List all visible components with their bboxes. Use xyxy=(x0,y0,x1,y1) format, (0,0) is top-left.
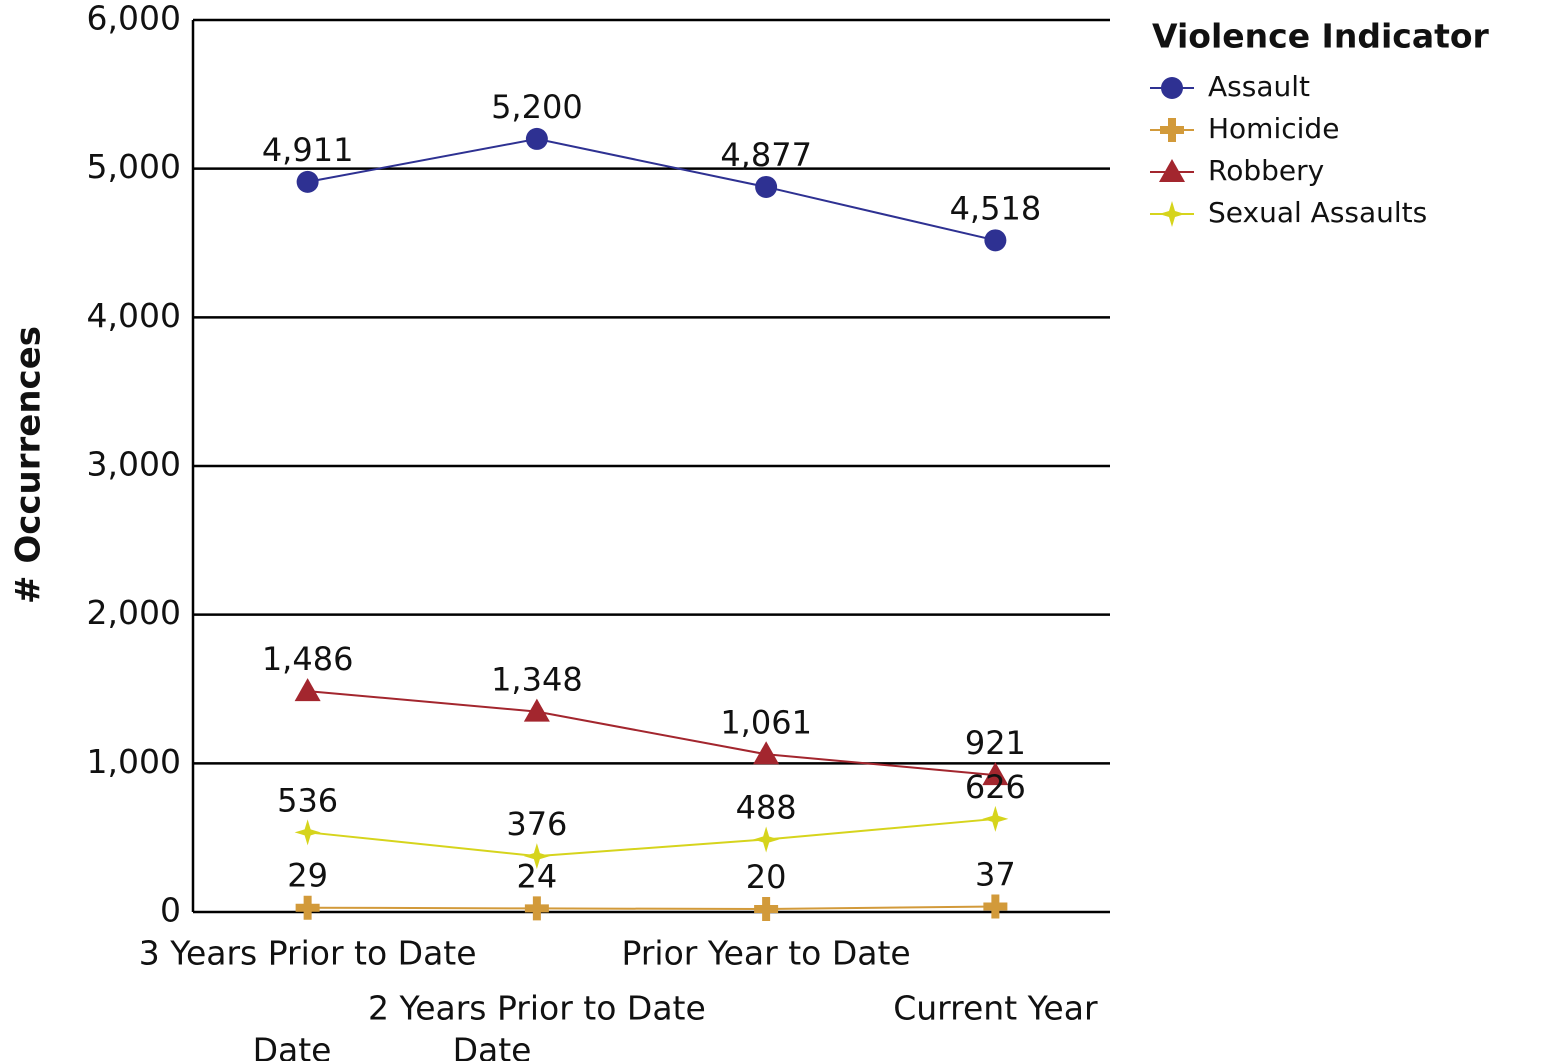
data-label: 921 xyxy=(965,724,1026,762)
marker xyxy=(982,805,1009,832)
marker xyxy=(296,170,319,193)
data-label: 37 xyxy=(975,855,1016,893)
legend-label: Homicide xyxy=(1208,112,1339,145)
x-tick-label: Current Year xyxy=(893,989,1098,1028)
marker xyxy=(525,127,548,150)
marker xyxy=(755,175,778,198)
y-tick-label: 2,000 xyxy=(87,593,181,632)
marker xyxy=(982,762,1009,786)
data-label: 488 xyxy=(736,788,797,826)
line xyxy=(307,690,996,777)
y-tick-label: 4,000 xyxy=(87,296,181,335)
marker xyxy=(294,678,321,702)
data-label: 626 xyxy=(965,768,1026,806)
legend-label: Assault xyxy=(1208,70,1310,103)
marker xyxy=(983,894,1008,919)
marker xyxy=(984,229,1007,252)
data-label: 1,348 xyxy=(491,661,583,699)
data-label: 29 xyxy=(287,857,328,895)
line xyxy=(307,817,996,858)
marker xyxy=(524,896,549,921)
data-label: 1,061 xyxy=(720,703,812,741)
y-tick-label: 6,000 xyxy=(87,0,181,38)
marker xyxy=(523,843,550,870)
marker xyxy=(523,698,550,722)
x-tick-label: 3 Years Prior to Date xyxy=(139,934,477,973)
data-label: 4,518 xyxy=(950,189,1042,227)
marker xyxy=(754,897,779,922)
line xyxy=(307,137,996,242)
data-label: 5,200 xyxy=(491,88,583,126)
x-tick-label: 2 Years Prior to Date xyxy=(368,989,706,1028)
x-tick-label: Prior Year to Date xyxy=(622,934,911,973)
data-label: 376 xyxy=(506,805,567,843)
y-tick-label: 3,000 xyxy=(87,445,181,484)
data-label: 20 xyxy=(746,858,787,896)
x-tick-label-overflow: Date xyxy=(253,1031,332,1061)
legend-title: Violence Indicator xyxy=(1152,17,1490,56)
marker xyxy=(753,826,780,853)
x-tick-label-overflow: Date xyxy=(453,1031,532,1061)
y-axis-label: # Occurrences xyxy=(9,326,49,604)
marker xyxy=(1159,159,1185,182)
data-label: 4,877 xyxy=(720,136,812,174)
y-tick-label: 5,000 xyxy=(87,147,181,186)
legend-label: Sexual Assaults xyxy=(1208,196,1427,229)
data-label: 4,911 xyxy=(262,131,354,169)
legend-label: Robbery xyxy=(1208,154,1324,187)
data-label: 536 xyxy=(277,781,338,819)
marker xyxy=(295,895,320,920)
marker xyxy=(753,741,780,765)
line xyxy=(307,905,996,911)
data-label: 1,486 xyxy=(262,640,354,678)
marker xyxy=(294,819,321,846)
y-tick-label: 1,000 xyxy=(87,742,181,781)
y-tick-label: 0 xyxy=(160,891,181,930)
